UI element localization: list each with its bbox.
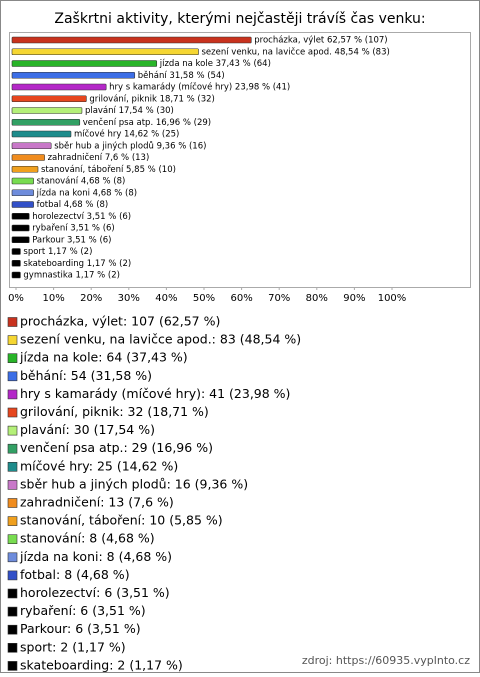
x-tick-label: 60% bbox=[230, 293, 252, 304]
legend-label: míčové hry: 25 (14,62 %) bbox=[20, 458, 178, 473]
bar bbox=[11, 60, 158, 67]
legend-swatch bbox=[7, 516, 18, 526]
legend-swatch bbox=[7, 389, 18, 400]
legend-swatch bbox=[7, 642, 18, 653]
x-tick-label: 30% bbox=[118, 293, 140, 304]
bar bbox=[11, 177, 34, 185]
legend-swatch bbox=[7, 461, 18, 472]
legend-swatch bbox=[7, 317, 18, 327]
value-label: jízda na kole 37,43 % (64) bbox=[159, 59, 271, 69]
value-label: hry s kamarády (míčové hry) 23,98 % (41) bbox=[109, 82, 290, 93]
value-label: míčové hry 14,62 % (25) bbox=[74, 129, 179, 140]
bar bbox=[11, 236, 30, 244]
legend-swatch bbox=[7, 480, 18, 490]
legend-label: stanování, táboření: 10 (5,85 %) bbox=[20, 513, 223, 528]
x-tick-label: 100% bbox=[378, 293, 407, 304]
value-label: horolezectví 3,51 % (6) bbox=[32, 212, 131, 222]
value-label: zahradničení 7,6 % (13) bbox=[48, 152, 150, 163]
legend-label: plavání: 30 (17,54 %) bbox=[20, 422, 155, 437]
x-tick-label: 90% bbox=[343, 293, 365, 304]
legend-label: zahradničení: 13 (7,6 %) bbox=[20, 495, 174, 510]
bar bbox=[11, 165, 39, 173]
legend-swatch bbox=[7, 570, 18, 581]
legend-swatch bbox=[7, 443, 18, 454]
x-tick-label: 80% bbox=[306, 293, 328, 304]
bar bbox=[11, 142, 52, 150]
value-label: rybaření 3,51 % (6) bbox=[32, 224, 115, 234]
value-label: jízda na koni 4,68 % (8) bbox=[36, 188, 138, 198]
x-tick-label: 20% bbox=[80, 293, 102, 304]
value-label: stanování 4,68 % (8) bbox=[37, 177, 126, 187]
value-label: Parkour 3,51 % (6) bbox=[32, 235, 111, 245]
legend-label: sport: 2 (1,17 %) bbox=[20, 639, 126, 654]
bar bbox=[11, 259, 21, 267]
legend-label: jízda na koni: 8 (4,68 %) bbox=[19, 549, 172, 564]
bar bbox=[11, 48, 199, 56]
x-tick-label: 10% bbox=[42, 293, 64, 304]
legend-swatch bbox=[7, 335, 18, 345]
value-label: procházka, výlet 62,57 % (107) bbox=[254, 36, 387, 46]
value-label: skateboarding 1,17 % (2) bbox=[23, 259, 131, 269]
value-label: gymnastika 1,17 % (2) bbox=[23, 271, 120, 281]
bar bbox=[11, 189, 34, 197]
value-label: běhání 31,58 % (54) bbox=[138, 71, 225, 81]
legend-label: hry s kamarády (míčové hry): 41 (23,98 %… bbox=[20, 386, 290, 401]
bar bbox=[11, 271, 21, 279]
legend-swatch bbox=[7, 353, 18, 364]
legend-label: jízda na kole: 64 (37,43 %) bbox=[19, 350, 188, 365]
legend-swatch bbox=[7, 425, 18, 436]
value-label: stanování, táboření 5,85 % (10) bbox=[41, 165, 176, 175]
bar bbox=[11, 154, 45, 161]
value-label: sport 1,17 % (2) bbox=[23, 247, 92, 257]
x-tick-label: 50% bbox=[193, 293, 215, 304]
legend-swatch bbox=[7, 606, 18, 617]
bar bbox=[11, 36, 252, 44]
bar bbox=[11, 118, 81, 126]
legend-label: skateboarding: 2 (1,17 %) bbox=[20, 657, 183, 672]
value-label: fotbal 4,68 % (8) bbox=[37, 200, 109, 210]
legend-label: procházka, výlet: 107 (62,57 %) bbox=[20, 314, 220, 329]
value-label: sezení venku, na lavičce apod. 48,54 % (… bbox=[202, 46, 390, 57]
bar bbox=[11, 95, 87, 103]
x-tick-label: 70% bbox=[268, 293, 290, 304]
x-tick-label: 0% bbox=[8, 293, 24, 304]
legend-label: sběr hub a jiných plodů: 16 (9,36 %) bbox=[20, 476, 248, 491]
bar bbox=[11, 212, 30, 220]
legend-swatch bbox=[7, 552, 18, 563]
bar bbox=[11, 130, 72, 138]
x-tick-label: 40% bbox=[155, 293, 177, 304]
legend-label: sezení venku, na lavičce apod.: 83 (48,5… bbox=[20, 332, 301, 347]
source: zdroj: https://60935.vyplnto.cz bbox=[302, 654, 470, 667]
legend-label: rybaření: 6 (3,51 %) bbox=[20, 603, 146, 618]
bar bbox=[11, 83, 107, 91]
bar bbox=[11, 224, 30, 232]
legend-swatch bbox=[7, 407, 18, 418]
value-label: sběr hub a jiných plodů 9,36 % (16) bbox=[54, 140, 206, 151]
bar bbox=[11, 201, 34, 208]
legend-label: Parkour: 6 (3,51 %) bbox=[20, 621, 141, 636]
legend-swatch bbox=[7, 661, 18, 671]
legend-swatch bbox=[7, 534, 18, 545]
legend-swatch bbox=[7, 371, 18, 382]
value-label: plavání 17,54 % (30) bbox=[85, 106, 174, 116]
legend-label: běhání: 54 (31,58 %) bbox=[20, 368, 152, 383]
legend-label: horolezectví: 6 (3,51 %) bbox=[20, 585, 170, 600]
legend-label: stanování: 8 (4,68 %) bbox=[20, 531, 155, 546]
value-label: grilování, piknik 18,71 % (32) bbox=[89, 94, 215, 104]
legend-label: fotbal: 8 (4,68 %) bbox=[20, 567, 130, 582]
bar bbox=[11, 71, 136, 79]
legend-swatch bbox=[7, 498, 18, 508]
bar bbox=[11, 107, 83, 114]
legend-swatch bbox=[7, 588, 18, 599]
chart-title: Zaškrtni aktivity, kterými nejčastěji tr… bbox=[54, 11, 425, 27]
bar bbox=[11, 248, 21, 255]
legend-label: grilování, piknik: 32 (18,71 %) bbox=[20, 404, 209, 419]
legend-label: venčení psa atp.: 29 (16,96 %) bbox=[20, 440, 213, 455]
value-label: venčení psa atp. 16,96 % (29) bbox=[83, 117, 211, 128]
legend-swatch bbox=[7, 624, 18, 635]
